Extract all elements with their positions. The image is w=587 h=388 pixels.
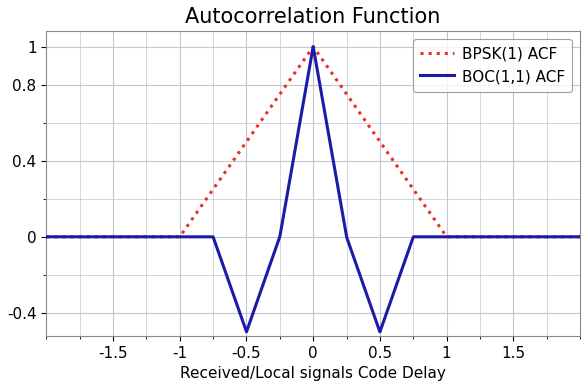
Line: BOC(1,1) ACF: BOC(1,1) ACF — [46, 47, 580, 332]
BPSK(1) ACF — [267, 105, 274, 110]
BOC(1,1) ACF — [43, 234, 50, 239]
BOC(1,1) ACF — [267, 261, 274, 266]
BPSK(1) ACF — [431, 217, 438, 222]
BPSK(1) ACF — [43, 234, 50, 239]
BPSK(1) ACF — [271, 99, 278, 104]
BOC(1,1) ACF — [561, 234, 568, 239]
BOC(1,1) ACF — [431, 234, 438, 239]
BPSK(1) ACF — [296, 63, 303, 68]
BOC(1,1) ACF — [576, 234, 583, 239]
BOC(1,1) ACF — [376, 329, 383, 334]
Line: BPSK(1) ACF: BPSK(1) ACF — [46, 47, 580, 237]
BOC(1,1) ACF — [309, 45, 316, 49]
X-axis label: Received/Local signals Code Delay: Received/Local signals Code Delay — [180, 366, 446, 381]
BPSK(1) ACF — [576, 234, 583, 239]
BPSK(1) ACF — [534, 234, 541, 239]
BOC(1,1) ACF — [534, 234, 541, 239]
BPSK(1) ACF — [560, 234, 567, 239]
Legend: BPSK(1) ACF, BOC(1,1) ACF: BPSK(1) ACF, BOC(1,1) ACF — [413, 39, 572, 92]
Title: Autocorrelation Function: Autocorrelation Function — [185, 7, 441, 27]
BPSK(1) ACF — [309, 44, 316, 49]
BOC(1,1) ACF — [271, 249, 278, 253]
BOC(1,1) ACF — [296, 120, 303, 125]
